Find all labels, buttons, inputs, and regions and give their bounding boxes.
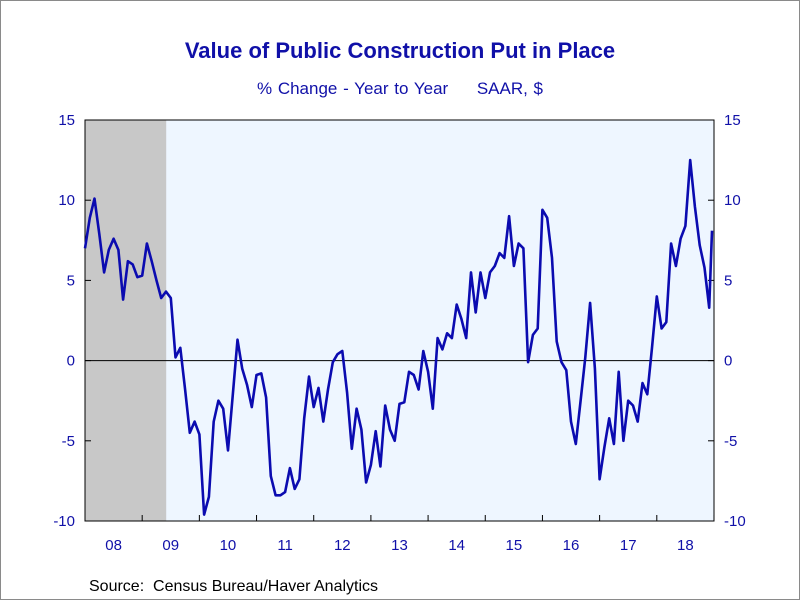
- y-tick-label-right: 0: [724, 353, 732, 370]
- series-line: [83, 158, 714, 516]
- y-tick-label-left: 10: [58, 192, 75, 209]
- x-tick-label: 13: [391, 537, 408, 554]
- subtitle-units: SAAR, $: [476, 79, 544, 98]
- plot-border: [84, 119, 715, 522]
- y-tick-label-left: 5: [67, 272, 75, 289]
- chart-title: Value of Public Construction Put in Plac…: [184, 38, 616, 63]
- x-tick-label: 17: [620, 537, 637, 554]
- y-tick-label-left: 0: [67, 353, 75, 370]
- x-tick-label: 08: [105, 537, 122, 554]
- subtitle-change: % Change - Year to Year: [256, 79, 449, 98]
- y-tick-label-right: 15: [724, 112, 741, 129]
- x-tick-label: 12: [334, 537, 351, 554]
- y-tick-label-left: -5: [62, 433, 75, 450]
- x-tick-label: 09: [162, 537, 179, 554]
- y-tick-label-right: -10: [724, 513, 746, 530]
- y-tick-label-right: -5: [724, 433, 737, 450]
- x-tick-label: 11: [277, 537, 293, 554]
- y-tick-label-right: 10: [724, 192, 741, 209]
- x-tick-label: 10: [220, 537, 237, 554]
- recession-shading: [85, 120, 167, 521]
- source-note: Source: Census Bureau/Haver Analytics: [89, 578, 379, 595]
- chart-subtitle: % Change - Year to Year SAAR, $: [0, 79, 800, 99]
- y-tick-label-left: 15: [58, 112, 75, 129]
- x-tick-label: 16: [563, 537, 580, 554]
- plot-background: [85, 120, 714, 521]
- y-tick-label-left: -10: [53, 513, 75, 530]
- x-tick-label: 15: [506, 537, 523, 554]
- x-tick-label: 18: [677, 537, 694, 554]
- x-tick-label: 14: [448, 537, 465, 554]
- y-tick-label-right: 5: [724, 272, 732, 289]
